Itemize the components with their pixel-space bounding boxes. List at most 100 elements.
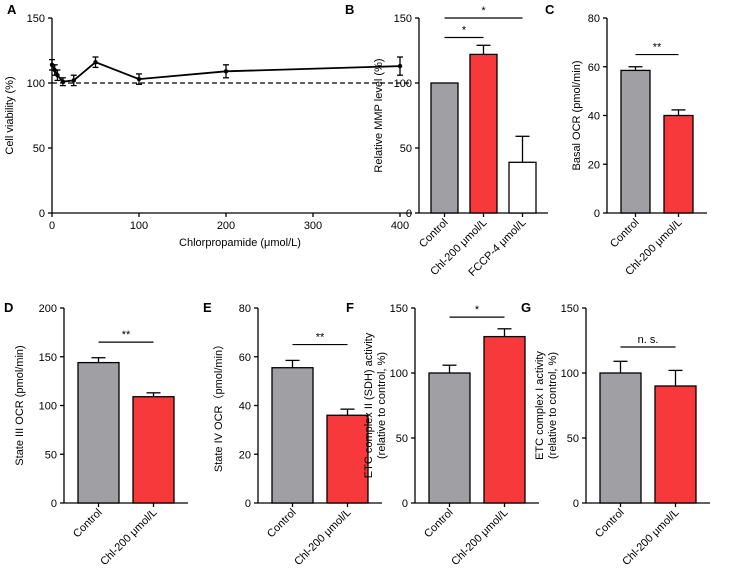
x-tick-label: 0 (49, 220, 55, 232)
y-tick-label: 20 (239, 449, 251, 461)
y-tick-label: 100 (561, 368, 579, 380)
panel-d-y-axis: 0 50 100 150 200 State III OCR (pmol/min) D (4, 300, 65, 510)
significance-label: ** (122, 329, 131, 341)
x-tick-label: Control (265, 507, 299, 541)
significance-label: ** (316, 332, 325, 344)
significance-label: * (475, 304, 480, 316)
bar-2 (483, 335, 526, 504)
y-tick-label: 40 (588, 111, 600, 123)
x-tick-label: Control (417, 217, 451, 251)
panel-a-plot: 0 100 200 300 400 Chlorpropamide (μmol/L) (49, 56, 412, 249)
data-point (71, 78, 76, 83)
y-tick-label: 60 (588, 62, 600, 74)
panel-f-y-axis: 0 50 100 150 ETC complex II (SDH) activity (r… (346, 300, 416, 510)
panel-label: B (345, 2, 354, 17)
data-point (55, 73, 60, 78)
y-tick-label: 0 (51, 498, 57, 510)
y-tick-label: 0 (594, 208, 600, 220)
y-tick-label: 150 (39, 352, 57, 364)
y-tick-label: 0 (406, 208, 412, 220)
panel-c-y-axis: 0 20 40 60 80 Basal OCR (pmol/min) C (545, 2, 608, 220)
data-point (93, 60, 98, 65)
panel-a-y-axis: 0 50 100 150 Cell viability (%) A (4, 2, 53, 220)
panel-label: D (4, 300, 13, 315)
x-tick-label: Chl-200 μmol/L (449, 507, 510, 568)
significance-label: * (462, 25, 467, 37)
x-tick-label: Chl-200 μmol/L (292, 507, 353, 568)
y-tick-label: 80 (588, 13, 600, 25)
x-tick-label: Control (422, 507, 456, 541)
significance-label: * (481, 5, 486, 17)
y-tick-label: 80 (239, 303, 251, 315)
y-tick-label: 60 (239, 352, 251, 364)
y-tick-label: 100 (39, 401, 57, 413)
y-axis-label: Basal OCR (pmol/min) (571, 60, 583, 170)
y-tick-label: 20 (588, 159, 600, 171)
panel-label: F (346, 300, 354, 315)
bar-1 (599, 372, 642, 504)
y-axis-label: State IV OCR（pmol/min） (212, 339, 225, 472)
y-axis-label: ETC complex I activity (534, 351, 546, 460)
y-tick-label: 0 (245, 498, 251, 510)
y-tick-label: 50 (33, 143, 45, 155)
panel-label: C (545, 2, 555, 17)
y-axis-label-line2: (relative to control, %) (376, 352, 388, 459)
panel-label: E (203, 300, 212, 315)
x-tick-label: Control (608, 217, 642, 251)
bar-1 (620, 69, 651, 214)
bar-2 (326, 414, 369, 504)
x-tick-label: Chl-200 μmol/L (620, 507, 681, 568)
y-tick-label: 50 (567, 433, 579, 445)
x-tick-label: Control (71, 507, 105, 541)
bar-1 (77, 361, 120, 504)
y-tick-label: 0 (39, 208, 45, 220)
x-tick-label: 100 (130, 220, 148, 232)
y-tick-label: 50 (396, 433, 408, 445)
y-tick-label: 0 (573, 498, 579, 510)
bar-2 (663, 114, 694, 214)
bar-2 (469, 53, 498, 214)
bar-1 (430, 82, 459, 214)
y-tick-label: 150 (561, 303, 579, 315)
panel-g-y-axis: 0 50 100 150 ETC complex I activity (relative… (521, 300, 587, 510)
y-tick-label: 100 (27, 78, 45, 90)
y-tick-label: 150 (27, 13, 45, 25)
y-axis-label: ETC complex II (SDH) activity (363, 332, 375, 478)
significance-label: n. s. (638, 334, 659, 346)
y-tick-label: 100 (390, 368, 408, 380)
panel-label: G (521, 300, 531, 315)
y-tick-label: 100 (394, 78, 412, 90)
x-tick-label: 200 (217, 220, 235, 232)
y-axis-label: Cell viability (%) (4, 76, 16, 154)
panel-b-y-axis: 0 50 100 150 Relative MMP level (%) B (345, 2, 420, 220)
y-axis-label: State III OCR (pmol/min) (14, 345, 26, 465)
y-tick-label: 40 (239, 401, 251, 413)
x-tick-label: 400 (391, 220, 409, 232)
x-tick-label: 300 (304, 220, 322, 232)
y-tick-label: 50 (45, 449, 57, 461)
bar-1 (428, 372, 471, 504)
bar-2 (132, 396, 175, 504)
x-tick-label: Control (593, 507, 627, 541)
y-tick-label: 150 (390, 303, 408, 315)
y-axis-label: Relative MMP level (%) (373, 58, 385, 172)
y-tick-label: 200 (39, 303, 57, 315)
y-tick-label: 50 (400, 143, 412, 155)
y-tick-label: 0 (402, 498, 408, 510)
data-point (397, 63, 403, 69)
panel-label: A (7, 2, 17, 17)
y-tick-label: 150 (394, 13, 412, 25)
bar-2 (654, 385, 697, 504)
data-point (60, 79, 66, 84)
x-axis-label: Chlorpropamide (μmol/L) (179, 237, 301, 249)
significance-label: ** (653, 42, 662, 54)
data-point (223, 69, 229, 74)
panel-e-y-axis: 0 20 40 60 80 State IV OCR（pmol/min） E (203, 300, 259, 510)
data-point (136, 76, 142, 82)
